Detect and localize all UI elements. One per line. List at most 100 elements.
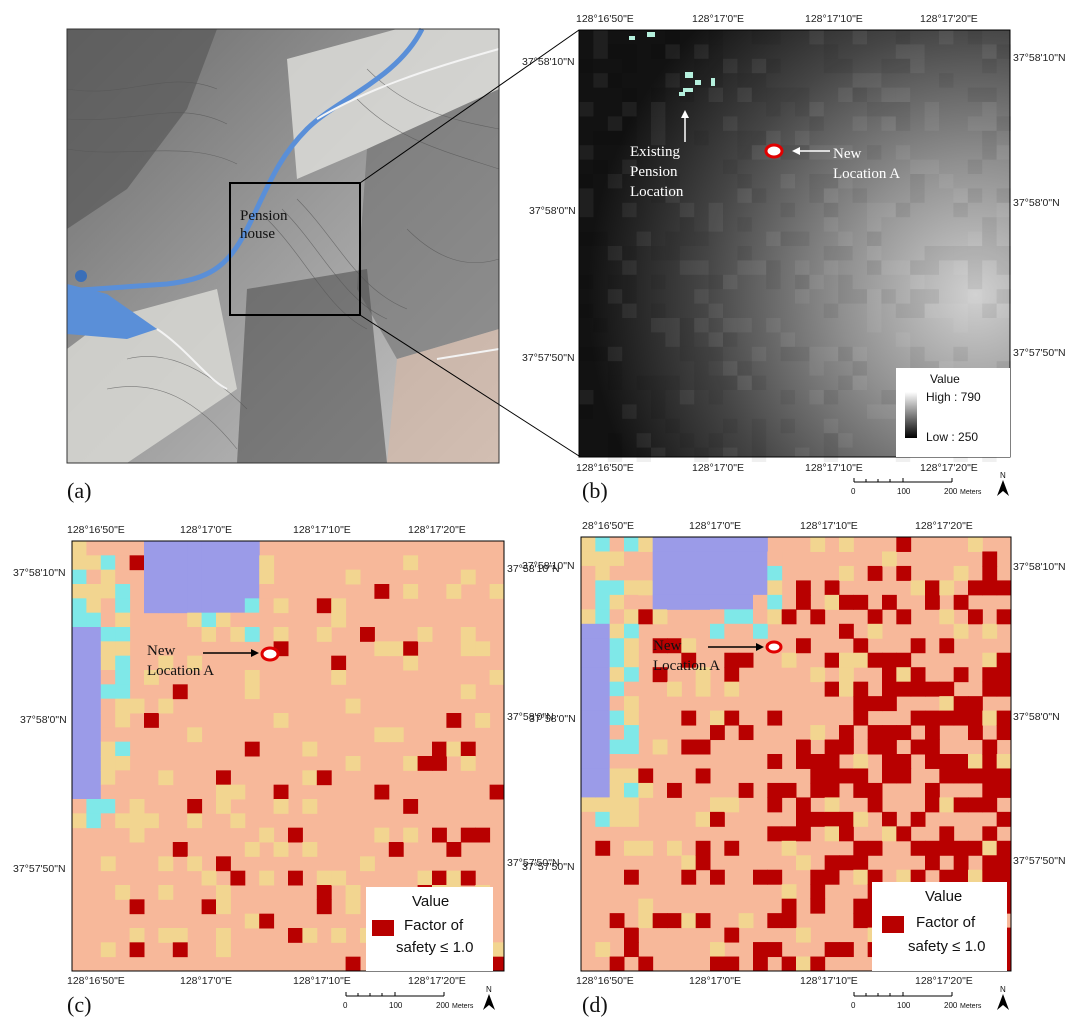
medium-cell [129, 698, 145, 714]
dem-cell [694, 130, 709, 146]
dem-cell [622, 102, 637, 117]
dem-cell [651, 102, 666, 117]
hazard-cell [824, 942, 840, 958]
transition-cell [86, 612, 102, 628]
transition-cell [595, 811, 611, 827]
water-cell [695, 565, 711, 581]
transition-cell [624, 609, 639, 625]
medium-cell [982, 652, 998, 668]
dem-cell [838, 246, 853, 261]
dem-cell [982, 116, 997, 131]
hazard-cell [925, 840, 940, 856]
hazard-cell [201, 899, 217, 915]
dem-cell [679, 332, 695, 347]
transition-cell [216, 627, 231, 642]
dem-cell [622, 260, 637, 275]
hazard-cell [767, 913, 783, 929]
dem-cell [766, 130, 781, 146]
dem-cell [737, 318, 752, 333]
hazard-cell [925, 681, 940, 697]
medium-cell [144, 670, 159, 685]
coord-bottom: 128°17'0"E [692, 462, 744, 474]
dem-cell [867, 318, 882, 333]
hazard-cell [460, 870, 476, 886]
medium-cell [345, 899, 361, 915]
dem-cell [607, 174, 623, 189]
hazard-cell [810, 884, 826, 900]
hazard-cell [968, 696, 983, 712]
dem-cell [809, 346, 824, 362]
medium-cell [839, 537, 854, 552]
hazard-cell [724, 667, 740, 683]
dem-cell [607, 44, 623, 59]
transition-cell [609, 754, 625, 769]
scale-tick: 100 [389, 1001, 403, 1010]
medium-cell [187, 727, 203, 743]
dem-cell [881, 390, 896, 405]
transition-cell [609, 623, 625, 639]
dem-cell [708, 346, 723, 362]
hazard-cell [925, 797, 940, 813]
transition-cell [609, 652, 625, 668]
hazard-cell [244, 741, 260, 757]
dem-cell [766, 274, 781, 290]
dem-cell [579, 174, 594, 189]
medium-cell [853, 652, 869, 668]
dem-cell [780, 202, 795, 218]
water-cell [158, 584, 174, 599]
dem-cell [708, 375, 723, 390]
legend-title-b: Value [930, 372, 960, 386]
dem-cell [694, 361, 709, 376]
dem-cell [982, 231, 997, 246]
hazard-cell [910, 638, 926, 654]
dem-cell [967, 274, 983, 290]
medium-cell [939, 609, 955, 625]
scale-tick: 0 [343, 1001, 348, 1010]
dem-cell [679, 202, 695, 218]
dem-cell [867, 73, 882, 88]
hazard-cell [144, 713, 159, 728]
water-cell [158, 598, 174, 614]
coord-top: 128°17'0"E [692, 13, 744, 25]
dem-cell [823, 217, 839, 232]
dem-cell [723, 274, 738, 290]
water-cell [710, 580, 725, 596]
transition-cell [72, 541, 87, 556]
transition-cell [738, 623, 754, 639]
transition-cell [767, 551, 783, 567]
dem-cell [766, 318, 781, 333]
dem-cell [665, 332, 680, 347]
dem-cell [838, 145, 853, 160]
dem-cell [622, 246, 637, 261]
transition-cell [259, 584, 275, 599]
medium-cell [230, 784, 246, 800]
hazard-cell [996, 710, 1012, 726]
medium-cell [982, 710, 998, 726]
dem-cell [823, 246, 839, 261]
transition-cell [259, 612, 275, 628]
dem-cell [780, 418, 795, 434]
dem-cell [809, 174, 824, 189]
dem-cell [708, 390, 723, 405]
water-cell [595, 667, 611, 683]
transition-cell [609, 594, 625, 610]
hazard-cell [853, 681, 869, 697]
dem-cell [607, 375, 623, 390]
water-cell [581, 696, 596, 712]
water-cell [144, 598, 159, 614]
medium-cell [302, 842, 318, 857]
transition-cell [767, 565, 783, 581]
transition-cell [581, 609, 596, 625]
hazard-cell [446, 713, 462, 728]
north-label: N [1000, 471, 1006, 480]
coord-top: 128°17'10"E [293, 524, 351, 536]
coord-bottom: 128°17'0"E [180, 975, 232, 987]
dem-cell [939, 303, 954, 318]
panel-letter-c: (c) [67, 992, 92, 1017]
hazard-cell [910, 840, 926, 856]
coord-left: 37°58'0"N [20, 714, 67, 726]
medium-cell [724, 681, 740, 697]
dem-cell [708, 332, 723, 347]
coord-top: 128°17'20"E [408, 524, 466, 536]
dem-cell [967, 289, 983, 304]
